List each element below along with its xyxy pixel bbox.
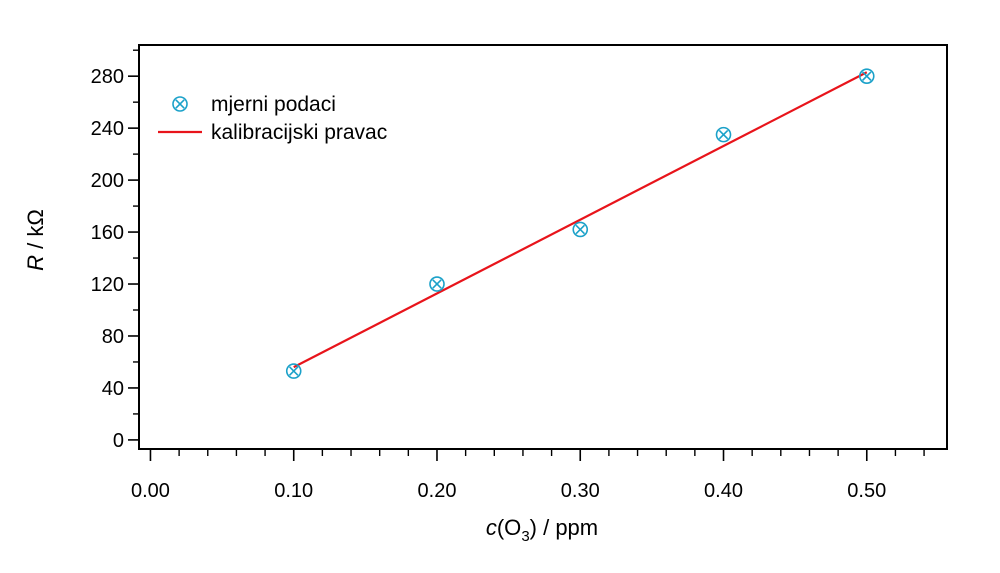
x-axis: 0.00 0.10 0.20 0.30 0.40 0.50 <box>131 449 925 502</box>
series-layer <box>285 68 875 379</box>
y-tick-label: 240 <box>91 118 124 140</box>
x-tick-label: 0.40 <box>704 480 743 502</box>
data-point <box>572 221 589 238</box>
data-point-circle <box>715 126 732 143</box>
y-tick-label: 40 <box>102 378 124 400</box>
y-tick-label: 160 <box>91 222 124 244</box>
plot-frame <box>138 44 948 450</box>
y-tick-label: 0 <box>113 430 124 452</box>
data-point-cross <box>575 224 586 235</box>
legend: mjerni podaci kalibracijski pravac <box>158 93 387 144</box>
data-point <box>429 276 445 292</box>
data-point-circle <box>285 363 302 379</box>
y-tick-label: 200 <box>91 170 124 192</box>
data-point-cross <box>718 129 729 140</box>
x-tick-label: 0.10 <box>274 480 313 502</box>
x-tick-label: 0.20 <box>418 480 457 502</box>
y-tick-label: 80 <box>102 326 124 348</box>
legend-label-data: mjerni podaci <box>211 93 336 116</box>
legend-label-fit: kalibracijski pravac <box>211 121 387 144</box>
data-point-circle <box>572 221 589 238</box>
y-tick-label: 280 <box>91 66 124 88</box>
y-tick-label: 120 <box>91 274 124 296</box>
data-point-cross <box>432 279 442 289</box>
data-point-cross <box>288 366 299 376</box>
x-tick-label: 0.50 <box>847 480 886 502</box>
y-axis-title: R / kΩ <box>23 209 48 271</box>
x-tick-label: 0.00 <box>131 480 170 502</box>
y-axis: 0 40 80 120 160 200 240 280 <box>91 49 139 452</box>
legend-marker-icon <box>172 96 188 112</box>
calibration-line <box>293 71 868 369</box>
x-axis-title: c(O3) / ppm <box>486 515 598 545</box>
data-point-circle <box>858 68 875 84</box>
x-tick-label: 0.30 <box>561 480 600 502</box>
data-point <box>285 363 302 379</box>
data-point <box>715 126 732 143</box>
data-point <box>858 68 875 84</box>
data-point-circle <box>429 276 445 292</box>
data-point-cross <box>862 71 872 81</box>
